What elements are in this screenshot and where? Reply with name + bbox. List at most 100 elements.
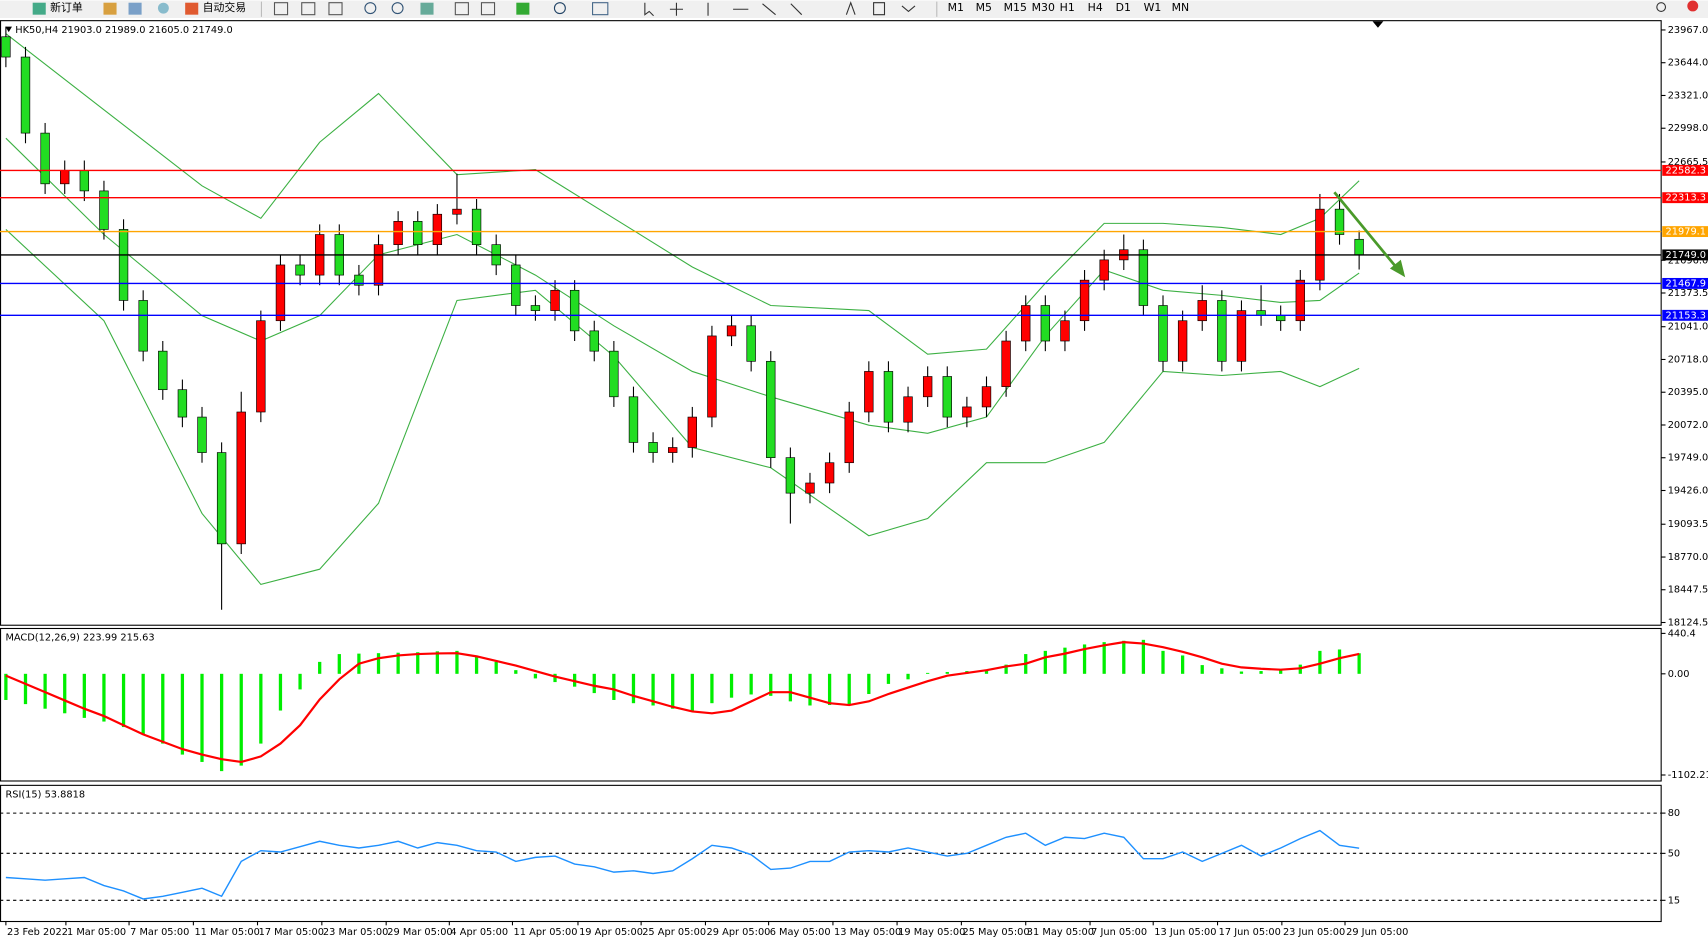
- candle-body: [216, 452, 227, 545]
- periods-icon[interactable]: [553, 2, 566, 15]
- timeframe-button[interactable]: D1: [1116, 1, 1131, 14]
- tool-icon[interactable]: [157, 2, 169, 14]
- timeframe-button[interactable]: M15: [1004, 1, 1027, 14]
- new-order-button[interactable]: 新订单: [50, 0, 83, 14]
- zoom-out[interactable]: [391, 2, 404, 15]
- tool-icon[interactable]: [420, 2, 434, 15]
- candle-body: [903, 396, 913, 423]
- autotrade-icon[interactable]: [185, 2, 199, 15]
- tool-icon[interactable]: [273, 2, 289, 16]
- alert-icon[interactable]: [1687, 0, 1699, 12]
- price-tag-label: 21979.1: [1666, 227, 1707, 238]
- macd-bar: [984, 670, 989, 674]
- macd-bar: [298, 673, 302, 690]
- y-tick-label: 21041.0: [1668, 322, 1708, 333]
- candle-body: [432, 213, 443, 245]
- timeframe-button[interactable]: MN: [1172, 1, 1190, 14]
- text-tools[interactable]: [845, 1, 886, 16]
- candle-body: [60, 170, 70, 185]
- candle-body: [40, 132, 50, 185]
- x-tick-label: 13 May 05:00: [834, 927, 901, 938]
- tool-icon[interactable]: [480, 2, 496, 16]
- candle-body: [1079, 279, 1090, 322]
- macd-bar: [396, 652, 400, 674]
- macd-bar: [886, 673, 891, 684]
- tool-icon[interactable]: [128, 2, 142, 15]
- candle-body: [1177, 320, 1188, 362]
- x-tick-label: 23 Jun 05:00: [1283, 927, 1345, 938]
- macd-bar: [494, 661, 498, 674]
- timeframe-button[interactable]: M1: [948, 1, 964, 14]
- macd-bar: [121, 673, 126, 728]
- candle-body: [981, 386, 992, 408]
- line-tools[interactable]: [707, 2, 803, 16]
- x-tick-label: 17 Mar 05:00: [259, 927, 324, 938]
- macd-bar: [1141, 639, 1146, 674]
- candle-body: [197, 416, 207, 453]
- candle-body: [962, 406, 972, 418]
- candle-body: [1, 36, 11, 58]
- timeframe-button[interactable]: M5: [976, 1, 992, 14]
- tool-icon[interactable]: [301, 2, 316, 16]
- templates-icon[interactable]: [592, 2, 609, 16]
- zoom-in[interactable]: [364, 2, 377, 15]
- candle-body: [766, 360, 776, 458]
- x-tick-label: 6 May 05:00: [770, 927, 831, 938]
- macd-bar: [63, 673, 67, 714]
- x-tick-label: 11 Apr 05:00: [514, 927, 578, 938]
- tool-icon[interactable]: [103, 2, 117, 15]
- autotrade-button[interactable]: 自动交易: [203, 0, 246, 14]
- candle-body: [20, 56, 31, 134]
- macd-bar: [4, 673, 8, 700]
- macd-bar: [1259, 671, 1263, 674]
- tool-icon[interactable]: [454, 2, 469, 16]
- macd-bar: [769, 673, 773, 696]
- cursor-icon[interactable]: [644, 2, 654, 17]
- timeframe-button[interactable]: W1: [1144, 1, 1162, 14]
- panel-title: HK50,H4 21903.0 21989.0 21605.0 21749.0: [15, 25, 232, 36]
- macd-bar: [1161, 650, 1165, 674]
- price-tag-label: 21749.0: [1666, 250, 1707, 261]
- y-tick-label: 50: [1668, 848, 1680, 859]
- macd-bar: [1082, 644, 1087, 674]
- macd-bar: [435, 651, 439, 674]
- candle-body: [118, 229, 129, 301]
- candle-body: [1315, 208, 1325, 281]
- macd-bar: [945, 671, 949, 674]
- timeframe-button[interactable]: H4: [1088, 1, 1103, 14]
- crosshair-icon[interactable]: [669, 2, 683, 16]
- macd-bar: [926, 672, 930, 674]
- candle-body: [922, 376, 933, 398]
- panel: 80 50 15 RSI(15) 53.8818 23 Feb 2022 1 Mar 05…: [0, 784, 1680, 938]
- x-tick-label: 7 Mar 05:00: [130, 927, 189, 938]
- macd-bar: [1122, 640, 1126, 674]
- candle-body: [1197, 300, 1207, 322]
- macd-bar: [553, 673, 557, 683]
- macd-bar: [867, 673, 871, 695]
- y-tick-label: -1102.21: [1668, 770, 1708, 781]
- indicators-icon[interactable]: [516, 2, 530, 15]
- macd-bar: [1357, 653, 1361, 674]
- timeframe-button[interactable]: M30: [1032, 1, 1055, 14]
- chart-area: 23967.0 23644.0 23321.0 22998.0 22665.5 21696…: [0, 20, 1708, 938]
- arrows-tool[interactable]: [901, 5, 916, 13]
- x-tick-label: 19 Apr 05:00: [579, 927, 643, 938]
- candle-body: [1217, 300, 1227, 362]
- candle-body: [373, 244, 384, 286]
- search-icon[interactable]: [1656, 2, 1667, 12]
- y-tick-label: 23967.0: [1668, 25, 1708, 36]
- macd-bar: [612, 673, 616, 700]
- macd-bar: [1200, 665, 1204, 674]
- price-tag: [1662, 249, 1708, 261]
- candle-body: [707, 335, 717, 418]
- candle-body: [1099, 259, 1109, 281]
- tool-icon[interactable]: [328, 2, 343, 16]
- x-tick-label: 4 Apr 05:00: [450, 927, 508, 938]
- timeframe-button[interactable]: H1: [1060, 1, 1075, 14]
- new-order-icon[interactable]: [32, 2, 46, 15]
- x-tick-label: 31 May 05:00: [1027, 927, 1094, 938]
- macd-bar: [180, 673, 185, 755]
- toolbar: 新订单 自动交易 M1 M5 M15 M30 H1 H4 D1 W1 MN: [0, 0, 1708, 18]
- candle-body: [1040, 305, 1051, 342]
- shift-marker: [1372, 21, 1384, 28]
